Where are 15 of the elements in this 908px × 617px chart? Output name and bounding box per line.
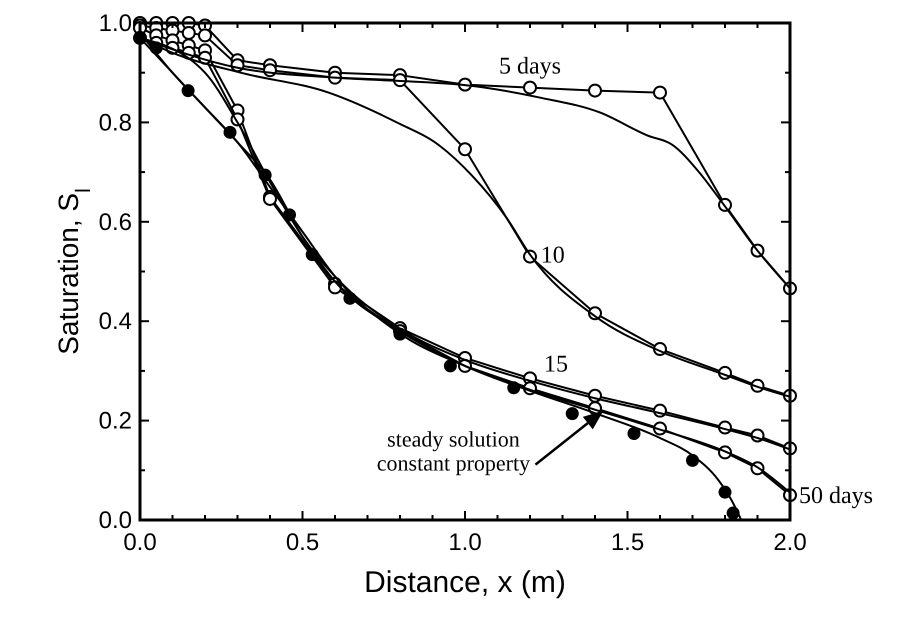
annotation: 5 days [499,54,561,80]
y-tick-label: 0.4 [98,308,132,336]
x-tick-label: 1.5 [610,529,644,556]
x-axis-title: Distance, x (m) [364,566,566,599]
annotation: steady solution constant property [376,426,530,476]
y-tick-label: 0.8 [98,109,132,136]
x-tick-label: 1.0 [448,529,482,556]
x-tick-label: 2.0 [773,529,807,556]
annotation: 50 days [799,483,873,510]
annotation: 15 [544,351,568,378]
annotation: 10 [540,242,565,268]
x-tick-label: 0.5 [286,529,320,556]
y-tick-label: 1.0 [98,10,132,37]
y-tick-label: 0.2 [98,408,132,435]
y-tick-label: 0.6 [98,208,132,236]
